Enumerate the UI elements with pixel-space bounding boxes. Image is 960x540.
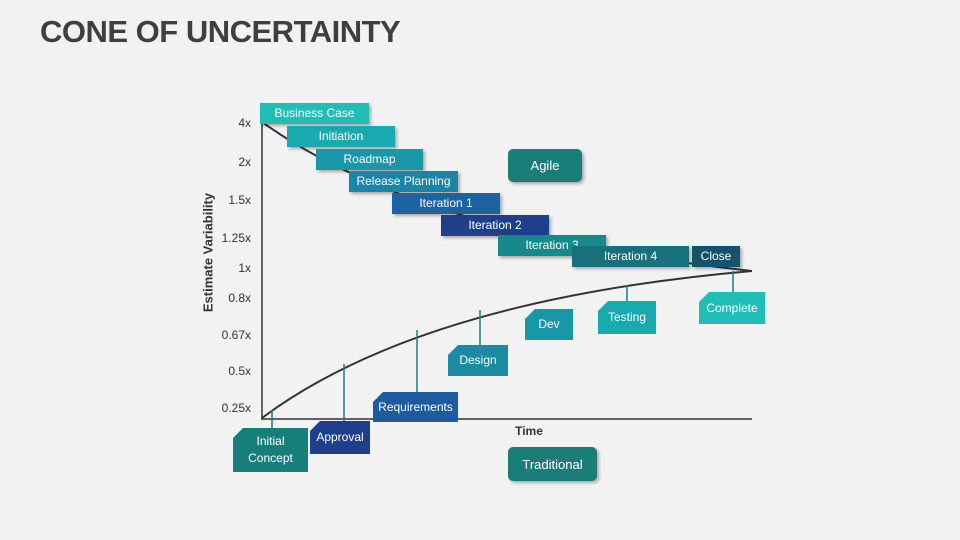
traditional-stage: Requirements: [373, 392, 458, 422]
agile-stage: Iteration 1: [392, 193, 500, 214]
traditional-stage: Complete: [699, 292, 765, 324]
y-tick-label: 0.8x: [228, 291, 251, 305]
traditional-button[interactable]: Traditional: [508, 447, 597, 481]
x-axis-label: Time: [515, 424, 543, 438]
traditional-stage: Design: [448, 345, 508, 376]
agile-stage: Roadmap: [316, 149, 423, 170]
agile-button[interactable]: Agile: [508, 149, 582, 182]
lower-curve: [261, 270, 753, 419]
y-tick-label: 1.25x: [221, 231, 251, 245]
y-tick-label: 0.67x: [221, 328, 251, 342]
y-tick-label: 1x: [238, 261, 251, 275]
y-tick-label: 0.25x: [221, 401, 251, 415]
title: CONE OF UNCERTAINTY: [40, 14, 401, 49]
y-tick-label: 0.5x: [228, 364, 251, 378]
y-tick-label: 1.5x: [228, 193, 251, 207]
agile-stage: Initiation: [287, 126, 395, 147]
agile-stage: Close: [692, 246, 740, 267]
traditional-stage: Initial Concept: [233, 428, 308, 472]
y-tick-label: 4x: [238, 116, 251, 130]
traditional-stage: Approval: [310, 421, 370, 454]
agile-stage: Iteration 4: [572, 246, 689, 267]
traditional-stage: Dev: [525, 309, 573, 340]
agile-stage: Iteration 2: [441, 215, 549, 236]
y-tick-label: 2x: [238, 155, 251, 169]
agile-stage: Business Case: [260, 103, 369, 124]
agile-stage: Release Planning: [349, 171, 458, 192]
traditional-stage: Testing: [598, 301, 656, 334]
